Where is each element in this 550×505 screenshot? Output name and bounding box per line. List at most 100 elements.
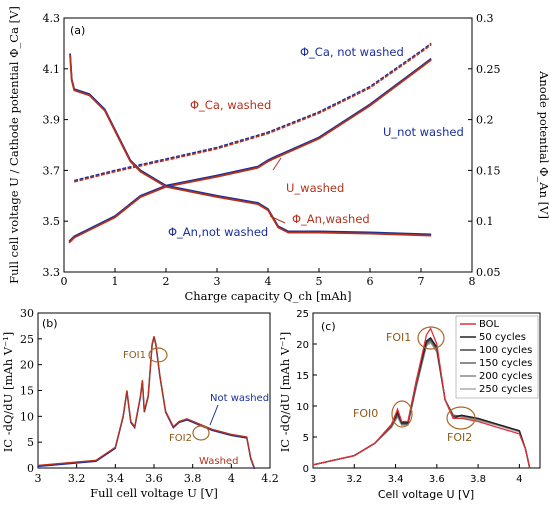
annotation-u-washed: U_washed (286, 181, 344, 195)
annotation-foi0: FOI0 (353, 407, 378, 420)
y-tick-label: 15 (296, 371, 309, 382)
series-line-Φ_Ca (74, 43, 432, 183)
y-tick-label: 0.3 (476, 12, 494, 25)
x-tick-label: 4 (516, 474, 522, 485)
x-tick-label: 3.2 (346, 474, 362, 485)
panel-a-y-left-axis-title: Full cell voltage U / Cathode potential … (7, 6, 21, 284)
y-tick-label: 5 (27, 436, 34, 449)
annotation-washed: Washed (199, 456, 238, 467)
x-tick-label: 7 (418, 275, 425, 288)
annotation-foi2-c: FOI2 (447, 431, 472, 444)
panel-c-x-axis-title: Cell voltage U [V] (378, 488, 474, 501)
foi2-marker (192, 425, 210, 441)
arrow-an-washed (269, 215, 286, 224)
panel-b-label: (b) (42, 317, 58, 330)
y-tick-label: 0.25 (476, 63, 501, 76)
foi0-marker (391, 400, 413, 428)
foi2-c-marker (446, 406, 476, 430)
panel-c-series (312, 327, 531, 469)
y-tick-label: 3.7 (43, 164, 61, 177)
arrow-not-washed (209, 404, 219, 426)
x-tick-label: 6 (367, 275, 374, 288)
legend-entry: 150 cycles (479, 358, 532, 369)
x-tick-label: 3.2 (68, 472, 86, 485)
annotation-foi2: FOI2 (169, 433, 192, 444)
panel-b-x-ticks: 3 3.2 3.4 3.6 3.8 4 4.2 (35, 464, 279, 485)
x-tick-label: 3.6 (145, 472, 163, 485)
legend-entry: 50 cycles (479, 332, 526, 343)
y-tick-label: 3.5 (43, 215, 61, 228)
panel-c-y-axis-title: IC -dQ/dU [mAh V⁻¹] (278, 332, 292, 453)
series-line-U (68, 59, 432, 244)
y-tick-label: 4.1 (43, 63, 61, 76)
arrow-u-washed (272, 157, 282, 171)
x-tick-label: 8 (469, 275, 476, 288)
x-tick-label: 3 (214, 275, 221, 288)
y-tick-label: 25 (296, 309, 309, 320)
panel-a-x-axis-title: Charge capacity Q_ch [mAh] (184, 289, 351, 303)
x-tick-label: 3.4 (107, 472, 125, 485)
x-tick-label: 1 (112, 275, 119, 288)
annotation-ca-not-washed: Φ_Ca, not washed (300, 45, 404, 59)
panel-b-y-ticks: 0 5 10 15 20 25 30 (20, 307, 42, 475)
y-tick-label: 10 (296, 402, 309, 413)
panel-a-series (68, 42, 432, 244)
y-tick-label: 0.15 (476, 164, 501, 177)
x-tick-label: 4.2 (261, 472, 279, 485)
legend-box (455, 315, 539, 399)
x-tick-label: 3.6 (429, 474, 445, 485)
foi1-c-marker (417, 326, 445, 350)
panel-a: (a) 0 1 2 3 4 5 6 7 8 3.3 3.5 3.7 3.9 4.1 4.3 0.05 0.1… (7, 6, 550, 303)
panel-c-frame (312, 312, 541, 469)
y-tick-label: 0.1 (476, 215, 494, 228)
x-tick-label: 3.4 (388, 474, 404, 485)
annotation-u-not-washed: U_not washed (383, 125, 464, 139)
series-line-bol (312, 327, 531, 469)
annotation-not-washed: Not washed (210, 393, 269, 404)
annotation-an-not-washed: Φ_An,not washed (168, 225, 268, 239)
y-tick-label: 15 (20, 385, 34, 398)
y-tick-label: 5 (303, 433, 309, 444)
legend-entry: 200 cycles (479, 371, 532, 382)
panel-b-y-axis-title: IC -dQ/dU [mAh V⁻¹] (1, 332, 15, 453)
annotation-an-washed: Φ_An,washed (292, 212, 370, 226)
panel-c-y-ticks: 0 5 10 15 20 25 (296, 309, 317, 475)
panel-a-y-right-axis-title: Anode potential Φ_An [V] (537, 70, 550, 219)
foi1-marker (148, 347, 168, 363)
y-tick-label: 20 (20, 359, 34, 372)
panel-a-y-left-ticks: 3.3 3.5 3.7 3.9 4.1 4.3 (43, 12, 68, 279)
x-tick-label: 4 (265, 275, 272, 288)
x-tick-label: 5 (316, 275, 323, 288)
panel-c-x-ticks: 3 3.2 3.4 3.6 3.8 4 (310, 464, 523, 485)
y-tick-label: 0.05 (476, 266, 501, 279)
panel-c-label: (c) (321, 320, 336, 333)
y-tick-label: 25 (20, 333, 34, 346)
y-tick-label: 4.3 (43, 12, 61, 25)
series-line-Φ_Ca (74, 42, 432, 182)
series-line-washed (37, 336, 256, 469)
annotation-foi1: FOI1 (123, 350, 146, 361)
y-tick-label: 10 (20, 410, 34, 423)
y-tick-label: 20 (296, 340, 309, 351)
series-line-Φ_An (69, 53, 432, 236)
y-tick-label: 3.9 (43, 114, 61, 127)
x-tick-label: 4 (228, 472, 235, 485)
y-tick-label: 0.2 (476, 114, 494, 127)
panel-b-series (37, 336, 256, 470)
panel-c-legend: BOL 50 cycles 100 cycles 150 cycles 200 cycl… (455, 315, 539, 399)
annotation-foi1-c: FOI1 (386, 331, 411, 344)
x-tick-label: 3.8 (184, 472, 202, 485)
y-tick-label: 3.3 (43, 266, 61, 279)
y-tick-label: 0 (27, 462, 34, 475)
x-tick-label: 3.8 (470, 474, 486, 485)
x-tick-label: 3 (310, 474, 316, 485)
legend-entry: 250 cycles (479, 384, 532, 395)
y-tick-label: 0 (303, 464, 309, 475)
panel-a-label: (a) (70, 24, 85, 37)
series-line-U (68, 57, 432, 243)
panel-a-y-right-ticks: 0.05 0.1 0.15 0.2 0.25 0.3 (468, 12, 501, 279)
x-tick-label: 3 (35, 472, 42, 485)
annotation-ca-washed: Φ_Ca, washed (190, 98, 271, 112)
panel-b: (b) 3 3.2 3.4 3.6 3.8 4 4.2 0 5 10 15 20 25 30 Full … (1, 307, 279, 500)
